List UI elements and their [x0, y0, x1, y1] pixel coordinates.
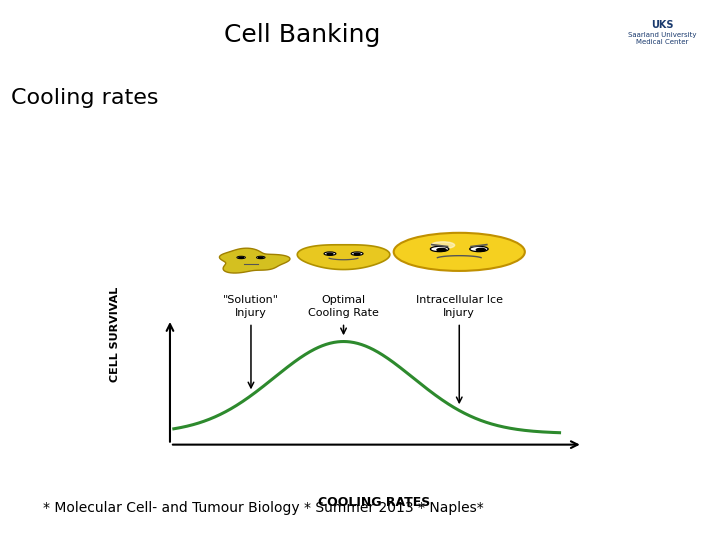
Circle shape [431, 242, 454, 248]
Circle shape [258, 257, 263, 258]
Circle shape [237, 256, 246, 259]
Circle shape [351, 252, 363, 255]
Circle shape [256, 256, 265, 259]
Text: Intracellular Ice
Injury: Intracellular Ice Injury [415, 295, 503, 318]
Circle shape [239, 257, 243, 258]
Text: COOLING RATES: COOLING RATES [318, 496, 431, 509]
Text: CELL SURVIVAL: CELL SURVIVAL [110, 287, 120, 382]
Text: UKS: UKS [651, 19, 674, 30]
Text: Cooling rates: Cooling rates [11, 87, 158, 107]
Polygon shape [297, 245, 390, 269]
Circle shape [431, 246, 449, 252]
Text: Optimal
Cooling Rate: Optimal Cooling Rate [308, 295, 379, 318]
Circle shape [437, 248, 446, 251]
Text: * Molecular Cell- and Tumour Biology * Summer 2013 * Naples*: * Molecular Cell- and Tumour Biology * S… [43, 501, 484, 515]
Polygon shape [220, 248, 290, 273]
Text: "Solution"
Injury: "Solution" Injury [223, 295, 279, 318]
Circle shape [469, 246, 488, 252]
Circle shape [327, 253, 333, 255]
Circle shape [394, 233, 525, 271]
Text: Cell Banking: Cell Banking [224, 23, 381, 47]
Circle shape [324, 252, 336, 255]
Circle shape [477, 248, 485, 251]
Circle shape [354, 253, 360, 255]
Text: Saarland University
Medical Center: Saarland University Medical Center [628, 32, 697, 45]
